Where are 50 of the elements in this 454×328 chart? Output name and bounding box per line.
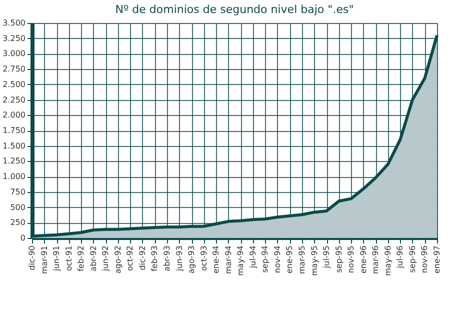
y-tick-label: 2.500 — [2, 80, 26, 89]
x-tick-label: dic-92 — [138, 246, 147, 270]
x-tick-label: ago-92 — [113, 246, 122, 274]
x-tick-label: oct-92 — [126, 246, 135, 271]
x-tick-label: feb-93 — [150, 246, 160, 272]
x-tick-label: nov-95 — [346, 246, 356, 274]
x-tick-label: mar-96 — [371, 246, 380, 274]
y-tick-label: 2.000 — [2, 110, 26, 120]
x-tick-label: ene-96 — [358, 246, 368, 274]
x-tick-label: nov-94 — [272, 246, 282, 274]
x-tick-label: mar-91 — [40, 246, 49, 274]
x-tick-label: ene-97 — [432, 246, 442, 274]
x-tick-label: sep-96 — [408, 246, 417, 273]
chart-title: Nº de dominios de segundo nivel bajo ".es" — [115, 3, 354, 16]
y-tick-label: 1.250 — [2, 156, 26, 166]
x-tick-label: may-95 — [310, 246, 319, 276]
x-tick-label: may-94 — [236, 246, 246, 276]
y-tick-label: 500 — [10, 202, 26, 212]
x-tick-label: mar-95 — [298, 246, 306, 274]
x-tick-label: ene-95 — [285, 246, 294, 274]
y-tick-label: 0 — [20, 234, 26, 242]
x-tick-label: jul-95 — [322, 246, 332, 270]
y-tick-label: 1.500 — [2, 141, 26, 150]
x-tick-label: feb-92 — [76, 246, 86, 272]
x-tick-label: nov-96 — [420, 246, 430, 274]
x-tick-label: ene-94 — [212, 246, 221, 274]
x-tick-label: oct-93 — [199, 246, 208, 271]
x-tick-label: jun-92 — [101, 246, 110, 272]
y-tick-label: 3.000 — [2, 49, 26, 58]
x-tick-label: oct-91 — [64, 246, 74, 271]
y-tick-label: 1.750 — [2, 126, 26, 135]
x-tick-label: sep-95 — [334, 246, 344, 273]
y-tick-label: 2.750 — [2, 64, 26, 74]
x-tick-label: jun-93 — [174, 246, 184, 272]
x-tick-label: abr-93 — [162, 246, 172, 272]
y-tick-label: 2.250 — [2, 95, 26, 104]
y-tick-label: 250 — [10, 218, 26, 228]
x-tick-label: sep-94 — [260, 246, 270, 273]
x-tick-label: mar-94 — [224, 246, 233, 274]
x-tick-label: jul-94 — [248, 246, 258, 270]
x-tick-label: may-96 — [383, 246, 392, 276]
x-tick-label: dic-90 — [28, 246, 36, 270]
y-tick-label: 1.000 — [2, 172, 26, 182]
x-tick-label: abr-92 — [88, 246, 98, 272]
x-tick-label: ago-93 — [187, 246, 196, 274]
x-tick-label: jul-96 — [396, 246, 405, 270]
y-tick-label: 3.250 — [2, 34, 26, 43]
x-tick-label: jun-91 — [52, 246, 62, 272]
y-tick-label: 750 — [10, 187, 26, 196]
y-tick-label: 3.500 — [2, 18, 26, 28]
